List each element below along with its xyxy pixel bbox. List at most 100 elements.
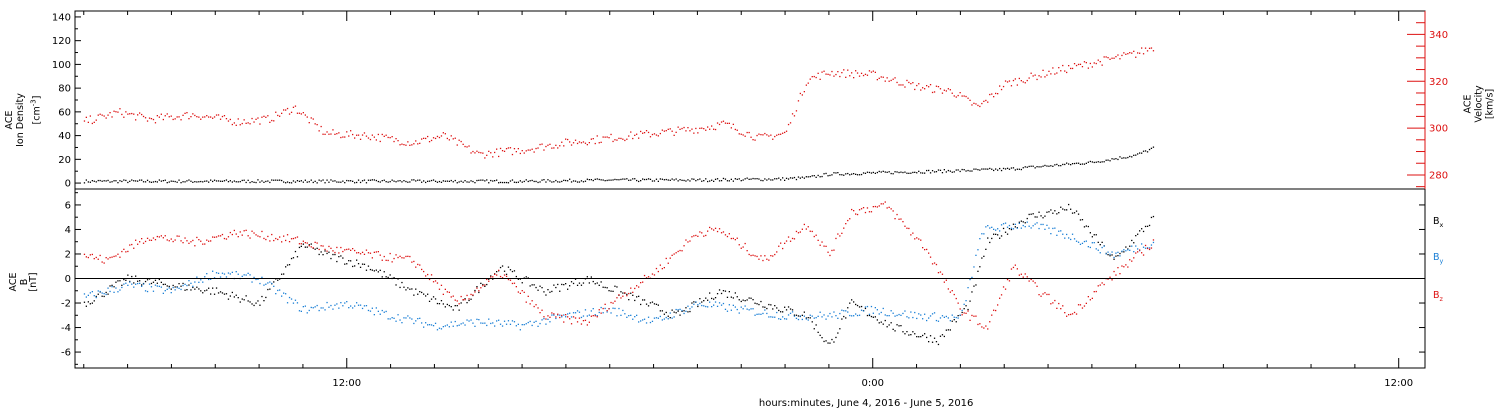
bx-point — [217, 292, 220, 294]
density-point — [780, 179, 782, 181]
velocity-point — [1139, 52, 1141, 54]
bx-point — [661, 310, 663, 312]
bz-point — [182, 242, 184, 244]
bx-point — [302, 243, 304, 245]
velocity-point — [945, 90, 947, 92]
bz-point — [665, 257, 667, 260]
density-point — [405, 180, 407, 183]
bx-point — [1026, 217, 1028, 220]
density-point — [900, 171, 902, 173]
by-point — [825, 318, 827, 320]
by-point — [539, 322, 541, 325]
by-point — [298, 310, 301, 312]
velocity-point — [1024, 82, 1026, 84]
bx-point — [344, 263, 346, 265]
by-point — [184, 283, 186, 285]
bz-point — [642, 281, 644, 283]
velocity-point — [200, 118, 202, 120]
by-point — [348, 307, 350, 309]
density-point — [1089, 160, 1091, 163]
bz-point — [691, 236, 693, 238]
by-point — [693, 303, 695, 305]
velocity-point — [204, 116, 206, 118]
density-point — [1010, 167, 1013, 169]
by-point — [1111, 251, 1113, 253]
density-point — [949, 170, 951, 172]
density-point — [902, 171, 904, 174]
by-point — [640, 320, 642, 322]
bx-point — [805, 317, 807, 319]
bx-point — [1038, 211, 1040, 213]
bz-point — [144, 240, 147, 243]
velocity-point — [166, 113, 168, 115]
velocity-point — [241, 122, 243, 125]
density-point — [953, 171, 955, 173]
bz-point — [1129, 259, 1131, 261]
bz-point — [912, 232, 914, 234]
y-tick-label: 60 — [58, 107, 71, 118]
bz-point — [338, 252, 340, 254]
bx-point — [657, 304, 659, 306]
bz-point — [904, 225, 906, 227]
bx-point — [855, 303, 857, 306]
velocity-point — [432, 137, 435, 139]
velocity-point — [85, 116, 87, 118]
density-point — [316, 182, 318, 184]
density-point — [111, 181, 113, 183]
by-point — [363, 305, 366, 307]
bx-point — [1018, 221, 1020, 223]
velocity-point — [918, 83, 920, 85]
bz-point — [219, 235, 222, 237]
density-point — [929, 172, 932, 174]
velocity-point — [827, 73, 829, 75]
bz-point — [521, 290, 523, 292]
bx-point — [578, 282, 581, 284]
bz-point — [1152, 239, 1155, 241]
density-point — [858, 174, 861, 176]
bz-point — [957, 302, 959, 304]
density-point — [326, 179, 328, 181]
bz-point — [127, 250, 129, 253]
velocity-point — [537, 147, 539, 149]
velocity-point — [943, 89, 945, 91]
bx-point — [900, 325, 902, 327]
by-point — [602, 312, 604, 314]
density-point — [162, 180, 164, 182]
by-point — [432, 325, 435, 327]
legend-label-sub: x — [1440, 221, 1444, 229]
by-point — [801, 318, 803, 321]
bz-point — [614, 300, 616, 302]
by-point — [580, 316, 583, 319]
by-point — [168, 287, 170, 289]
by-point — [342, 305, 344, 307]
velocity-point — [354, 137, 356, 139]
density-point — [137, 180, 139, 182]
density-point — [223, 180, 226, 182]
bx-point — [115, 281, 117, 283]
by-point — [926, 319, 928, 322]
density-point — [606, 179, 608, 182]
density-point — [464, 180, 466, 182]
density-point — [332, 180, 334, 182]
bx-point — [501, 265, 504, 267]
bx-point — [647, 305, 650, 307]
bx-point — [1064, 209, 1066, 211]
bx-point — [288, 264, 291, 266]
bx-point — [527, 277, 529, 279]
bz-point — [801, 228, 803, 230]
bz-point — [111, 256, 113, 258]
density-point — [720, 180, 723, 182]
density-point — [391, 179, 393, 181]
by-point — [361, 307, 364, 310]
by-point — [365, 305, 368, 307]
density-point — [142, 181, 145, 183]
bx-point — [162, 283, 164, 286]
density-point — [503, 181, 506, 184]
density-point — [870, 172, 873, 174]
velocity-point — [606, 136, 608, 138]
velocity-point — [973, 102, 975, 104]
density-point — [776, 178, 778, 180]
by-point — [957, 317, 959, 319]
density-point — [281, 179, 283, 182]
density-point — [693, 178, 695, 180]
